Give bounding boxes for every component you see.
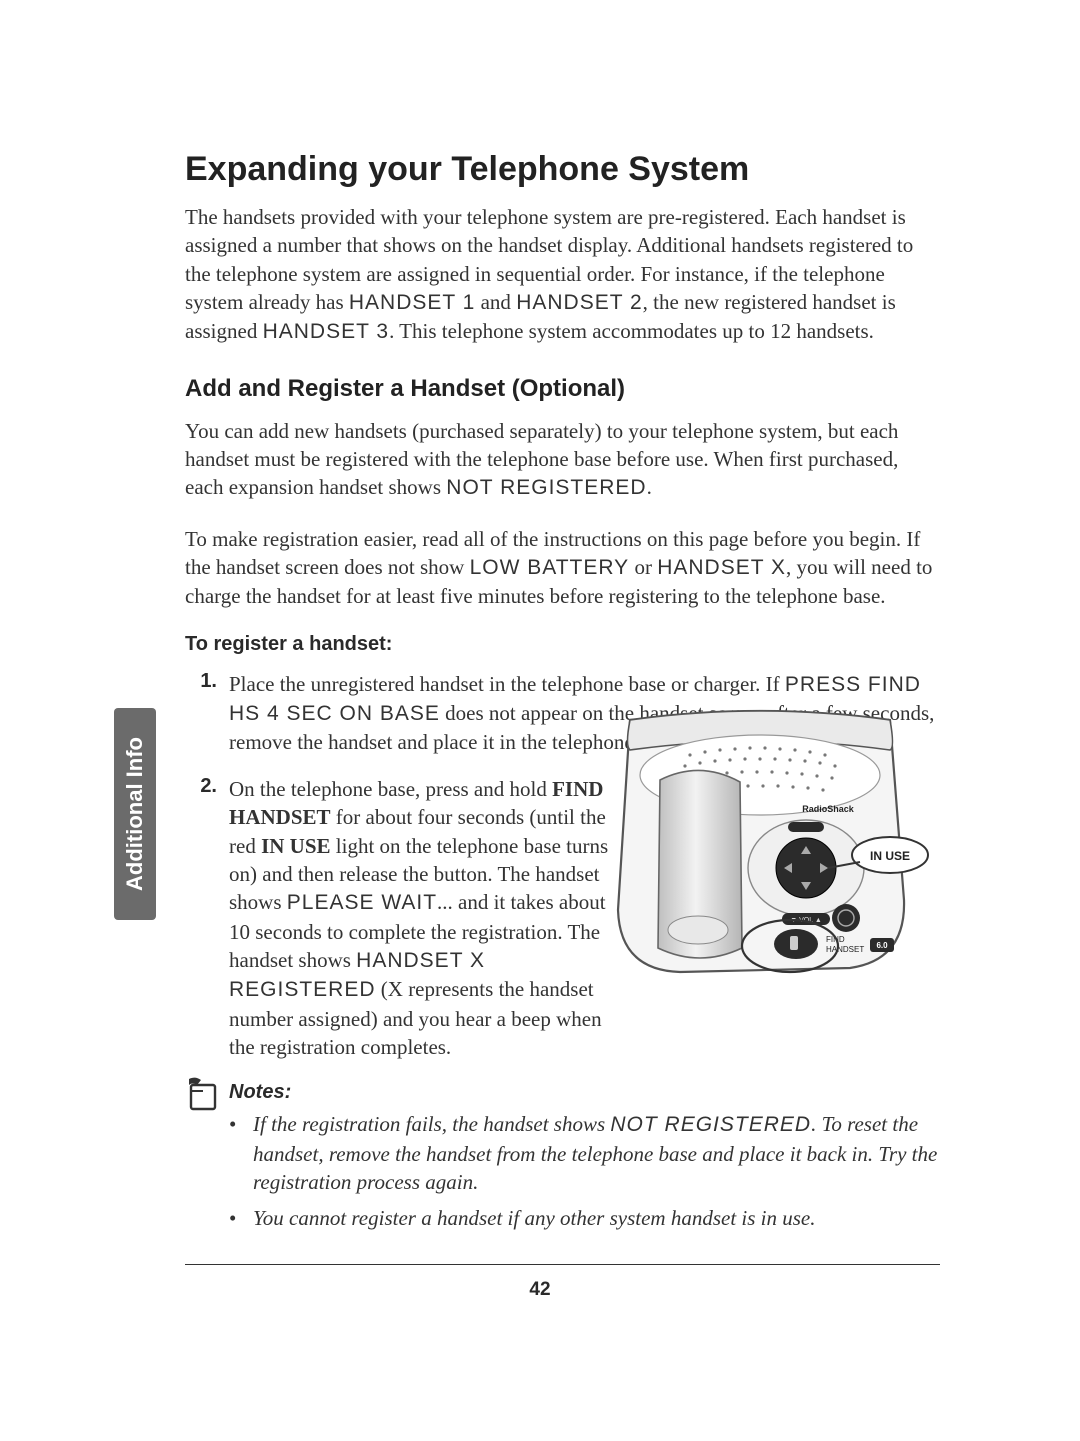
sidebar-tab: Additional Info — [114, 708, 156, 920]
page-content: Expanding your Telephone System The hand… — [185, 150, 940, 1241]
intro-paragraph: The handsets provided with your telephon… — [185, 203, 940, 347]
main-heading: Expanding your Telephone System — [185, 150, 940, 189]
s2-lcd1: PLEASE WAIT — [287, 891, 437, 914]
step-number-2: 2. — [185, 775, 229, 1061]
para3-b: or — [629, 555, 657, 579]
n1-lcd: NOT REGISTERED — [610, 1113, 811, 1136]
intro-text-b: and — [475, 290, 516, 314]
sidebar-tab-label: Additional Info — [122, 737, 148, 891]
callout-in-use: IN USE — [870, 849, 910, 863]
paragraph-3: To make registration easier, read all of… — [185, 525, 940, 611]
intro-text-d: . This telephone system accommodates up … — [389, 319, 874, 343]
step-number-1: 1. — [185, 670, 229, 757]
svg-text:6.0: 6.0 — [876, 941, 888, 950]
notes-icon — [183, 1077, 223, 1113]
page-number: 42 — [0, 1279, 1080, 1301]
lcd-low-battery: LOW BATTERY — [470, 556, 630, 579]
lcd-not-registered: NOT REGISTERED — [446, 476, 646, 499]
telephone-base-figure: RadioShack ▼ VOL ▲ FIND HANDSET 6.0 IN U… — [590, 700, 930, 980]
notes-block: Notes: If the registration fails, the ha… — [185, 1081, 940, 1232]
s2-a: On the telephone base, press and hold — [229, 777, 552, 801]
para2-b: . — [647, 475, 652, 499]
footer-rule — [185, 1264, 940, 1265]
brand-label: RadioShack — [802, 804, 855, 814]
notes-label: Notes: — [229, 1081, 940, 1104]
notes-list: If the registration fails, the handset s… — [229, 1110, 940, 1232]
sub-heading: Add and Register a Handset (Optional) — [185, 375, 940, 403]
register-heading: To register a handset: — [185, 633, 940, 656]
s2-b2: IN USE — [261, 834, 330, 858]
lcd-handset-x: HANDSET X — [657, 556, 786, 579]
svg-text:HANDSET: HANDSET — [826, 945, 864, 954]
lcd-text-handset2: HANDSET 2 — [516, 291, 642, 314]
n1-a: If the registration fails, the handset s… — [253, 1112, 610, 1136]
paragraph-2: You can add new handsets (purchased sepa… — [185, 417, 940, 503]
note-item-1: If the registration fails, the handset s… — [229, 1110, 940, 1196]
s1-a: Place the unregistered handset in the te… — [229, 672, 785, 696]
step-2-text: On the telephone base, press and hold FI… — [229, 775, 614, 1061]
lcd-text-handset1: HANDSET 1 — [349, 291, 475, 314]
phone-base-svg: RadioShack ▼ VOL ▲ FIND HANDSET 6.0 IN U… — [590, 700, 930, 980]
note-item-2: You cannot register a handset if any oth… — [229, 1204, 940, 1232]
lcd-text-handset3: HANDSET 3 — [263, 320, 389, 343]
